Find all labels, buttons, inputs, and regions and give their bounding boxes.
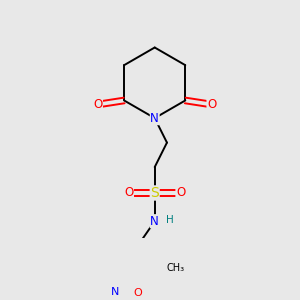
- Text: O: O: [134, 288, 142, 298]
- Text: N: N: [150, 215, 159, 228]
- Text: CH₃: CH₃: [167, 263, 184, 273]
- Text: N: N: [150, 112, 159, 124]
- Text: O: O: [93, 98, 102, 111]
- Text: O: O: [176, 187, 185, 200]
- Text: S: S: [150, 186, 159, 200]
- Text: O: O: [207, 98, 216, 111]
- Text: N: N: [111, 287, 119, 297]
- Text: H: H: [166, 215, 173, 225]
- Text: O: O: [124, 187, 134, 200]
